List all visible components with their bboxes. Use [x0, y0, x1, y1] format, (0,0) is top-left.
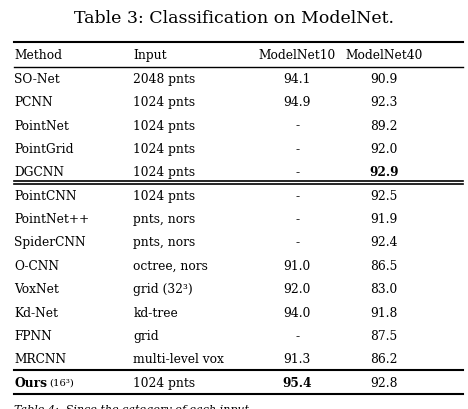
- Text: 2048 pnts: 2048 pnts: [133, 73, 196, 85]
- Text: Input: Input: [133, 49, 167, 62]
- Text: 91.9: 91.9: [370, 213, 397, 225]
- Text: -: -: [295, 143, 299, 155]
- Text: O-CNN: O-CNN: [14, 259, 59, 272]
- Text: 94.9: 94.9: [284, 96, 311, 109]
- Text: SpiderCNN: SpiderCNN: [14, 236, 86, 249]
- Text: octree, nors: octree, nors: [133, 259, 208, 272]
- Text: 1024 pnts: 1024 pnts: [133, 376, 196, 389]
- Text: -: -: [295, 119, 299, 132]
- Text: ModelNet40: ModelNet40: [345, 49, 423, 62]
- Text: 94.1: 94.1: [284, 73, 311, 85]
- Text: PointNet++: PointNet++: [14, 213, 89, 225]
- Text: 86.5: 86.5: [370, 259, 397, 272]
- Text: 92.0: 92.0: [370, 143, 397, 155]
- Text: 1024 pnts: 1024 pnts: [133, 166, 196, 179]
- Text: 1024 pnts: 1024 pnts: [133, 119, 196, 132]
- Text: -: -: [295, 213, 299, 225]
- Text: 91.8: 91.8: [370, 306, 397, 319]
- Text: 1024 pnts: 1024 pnts: [133, 96, 196, 109]
- Text: 91.0: 91.0: [284, 259, 311, 272]
- Text: Ours: Ours: [14, 376, 47, 389]
- Text: ModelNet10: ModelNet10: [258, 49, 336, 62]
- Text: 92.0: 92.0: [284, 283, 311, 295]
- Text: 87.5: 87.5: [370, 329, 397, 342]
- Text: (16³): (16³): [49, 378, 74, 387]
- Text: SO-Net: SO-Net: [14, 73, 60, 85]
- Text: VoxNet: VoxNet: [14, 283, 59, 295]
- Text: MRCNN: MRCNN: [14, 353, 66, 365]
- Text: kd-tree: kd-tree: [133, 306, 178, 319]
- Text: 92.8: 92.8: [370, 376, 397, 389]
- Text: 92.3: 92.3: [370, 96, 397, 109]
- Text: Table 4:  Since the category of each input...: Table 4: Since the category of each inpu…: [14, 404, 260, 409]
- Text: PCNN: PCNN: [14, 96, 53, 109]
- Text: Kd-Net: Kd-Net: [14, 306, 58, 319]
- Text: 92.4: 92.4: [370, 236, 397, 249]
- Text: PointGrid: PointGrid: [14, 143, 73, 155]
- Text: DGCNN: DGCNN: [14, 166, 64, 179]
- Text: 92.5: 92.5: [370, 189, 397, 202]
- Text: 1024 pnts: 1024 pnts: [133, 189, 196, 202]
- Text: 86.2: 86.2: [370, 353, 397, 365]
- Text: grid (32³): grid (32³): [133, 283, 193, 295]
- Text: PointNet: PointNet: [14, 119, 69, 132]
- Text: 94.0: 94.0: [284, 306, 311, 319]
- Text: FPNN: FPNN: [14, 329, 52, 342]
- Text: 91.3: 91.3: [284, 353, 311, 365]
- Text: 1024 pnts: 1024 pnts: [133, 143, 196, 155]
- Text: -: -: [295, 236, 299, 249]
- Text: -: -: [295, 166, 299, 179]
- Text: PointCNN: PointCNN: [14, 189, 77, 202]
- Text: 95.4: 95.4: [282, 376, 312, 389]
- Text: multi-level vox: multi-level vox: [133, 353, 224, 365]
- Text: 90.9: 90.9: [370, 73, 397, 85]
- Text: grid: grid: [133, 329, 159, 342]
- Text: 92.9: 92.9: [369, 166, 399, 179]
- Text: pnts, nors: pnts, nors: [133, 236, 196, 249]
- Text: pnts, nors: pnts, nors: [133, 213, 196, 225]
- Text: Table 3: Classification on ModelNet.: Table 3: Classification on ModelNet.: [74, 10, 394, 27]
- Text: Method: Method: [14, 49, 62, 62]
- Text: 89.2: 89.2: [370, 119, 397, 132]
- Text: 83.0: 83.0: [370, 283, 397, 295]
- Text: -: -: [295, 189, 299, 202]
- Text: -: -: [295, 329, 299, 342]
